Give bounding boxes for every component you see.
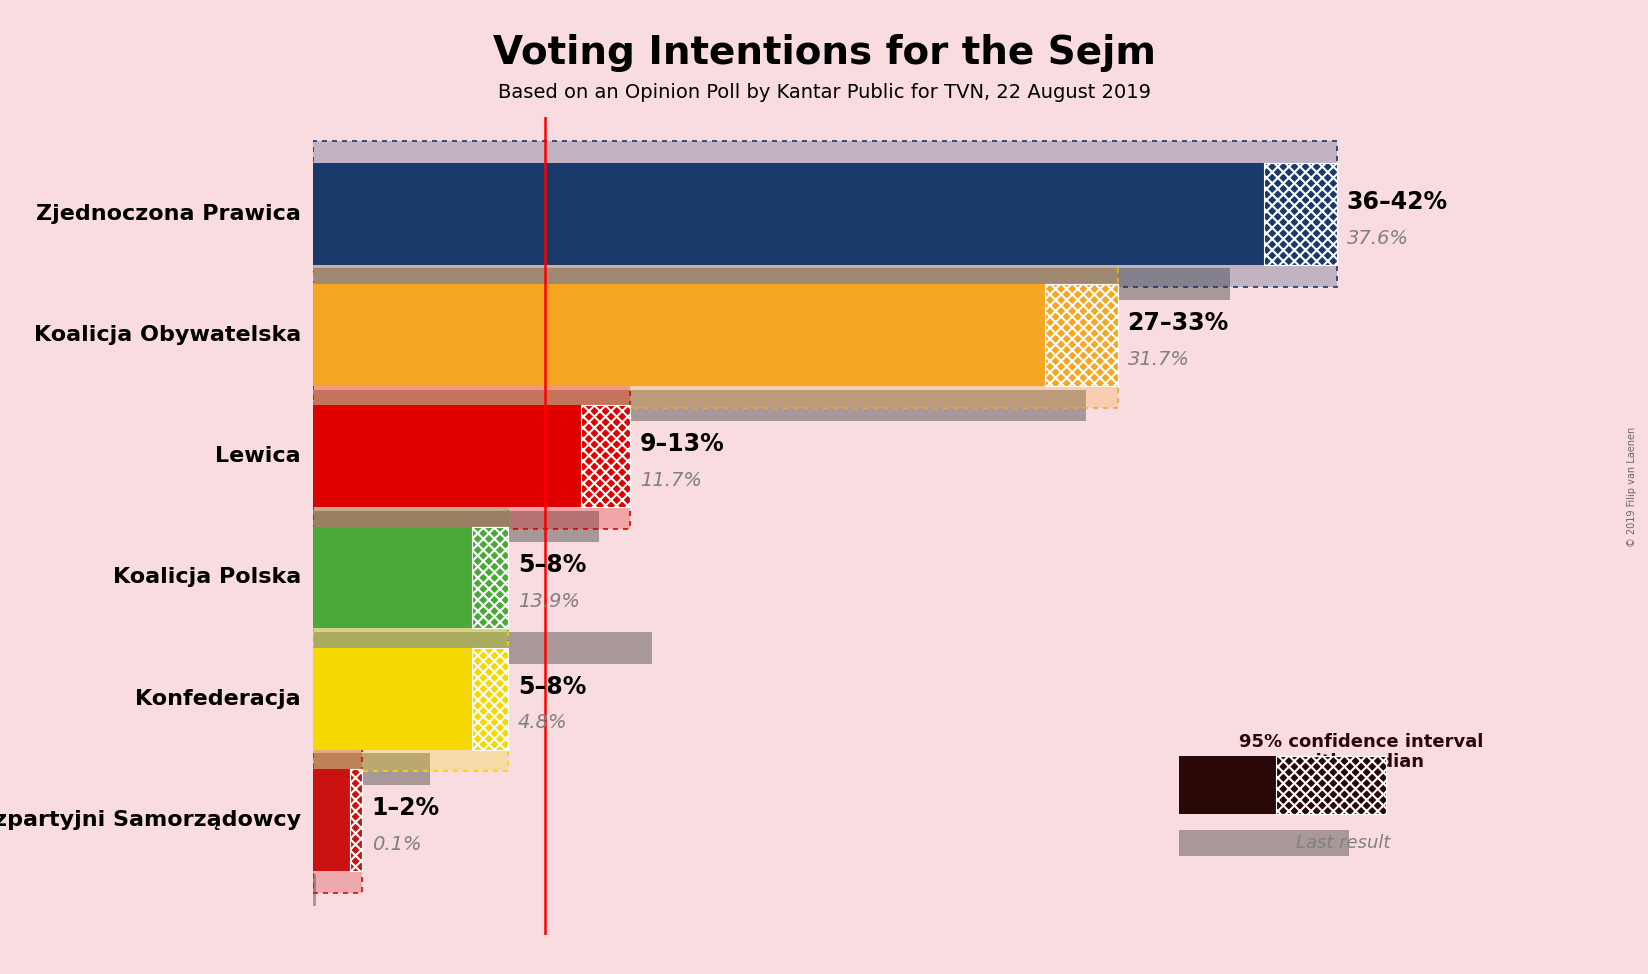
Text: 4.8%: 4.8% [517, 713, 567, 732]
Text: Bezpartyjni Samorządowcy: Bezpartyjni Samorządowcy [0, 810, 302, 830]
Text: 0.1%: 0.1% [371, 835, 420, 853]
Text: 36–42%: 36–42% [1346, 190, 1447, 213]
Bar [313, 384, 630, 529]
Text: Voting Intentions for the Sejm: Voting Intentions for the Sejm [493, 34, 1155, 72]
Text: 1–2%: 1–2% [371, 796, 440, 820]
Bar [313, 262, 1117, 408]
Text: 13.9%: 13.9% [517, 592, 580, 612]
Bar [313, 626, 508, 771]
Bar [313, 632, 651, 663]
Bar [313, 262, 1117, 408]
Bar [1264, 163, 1337, 265]
Text: 9–13%: 9–13% [639, 432, 723, 456]
Text: Koalicja Polska: Koalicja Polska [112, 568, 302, 587]
Bar [313, 747, 363, 892]
Bar [313, 510, 598, 543]
Text: © 2019 Filip van Laenen: © 2019 Filip van Laenen [1627, 427, 1636, 547]
Bar [313, 163, 1264, 265]
Bar [313, 753, 430, 785]
Bar [1043, 284, 1117, 386]
Text: 11.7%: 11.7% [639, 471, 702, 490]
Bar [313, 505, 508, 651]
Text: Based on an Opinion Poll by Kantar Public for TVN, 22 August 2019: Based on an Opinion Poll by Kantar Publi… [498, 83, 1150, 102]
Bar [313, 141, 1337, 286]
Text: Zjednoczona Prawica: Zjednoczona Prawica [36, 204, 302, 224]
Text: 5–8%: 5–8% [517, 553, 587, 578]
Bar [313, 390, 1086, 421]
Bar [1178, 756, 1276, 814]
Text: 5–8%: 5–8% [517, 675, 587, 698]
Text: Last result: Last result [1295, 834, 1389, 852]
Bar [349, 769, 363, 871]
Bar [313, 648, 471, 750]
Bar [313, 141, 1337, 286]
Bar [313, 875, 315, 906]
Bar [313, 269, 1229, 300]
Bar [313, 405, 582, 507]
Bar [313, 505, 508, 651]
Text: Koalicja Obywatelska: Koalicja Obywatelska [35, 325, 302, 345]
Bar [471, 648, 508, 750]
Text: 37.6%: 37.6% [1346, 229, 1407, 247]
Bar [471, 527, 508, 628]
Bar [313, 284, 1043, 386]
Bar [313, 626, 508, 771]
Bar [313, 527, 471, 628]
Bar [313, 747, 363, 892]
Bar [313, 384, 630, 529]
Bar [1178, 830, 1348, 856]
Bar [1276, 756, 1384, 814]
Text: Lewica: Lewica [216, 446, 302, 467]
Text: 95% confidence interval
with median: 95% confidence interval with median [1239, 732, 1483, 771]
Text: Konfederacja: Konfederacja [135, 689, 302, 709]
Bar [313, 769, 349, 871]
Bar [582, 405, 630, 507]
Text: 27–33%: 27–33% [1127, 311, 1228, 335]
Text: 31.7%: 31.7% [1127, 350, 1188, 369]
